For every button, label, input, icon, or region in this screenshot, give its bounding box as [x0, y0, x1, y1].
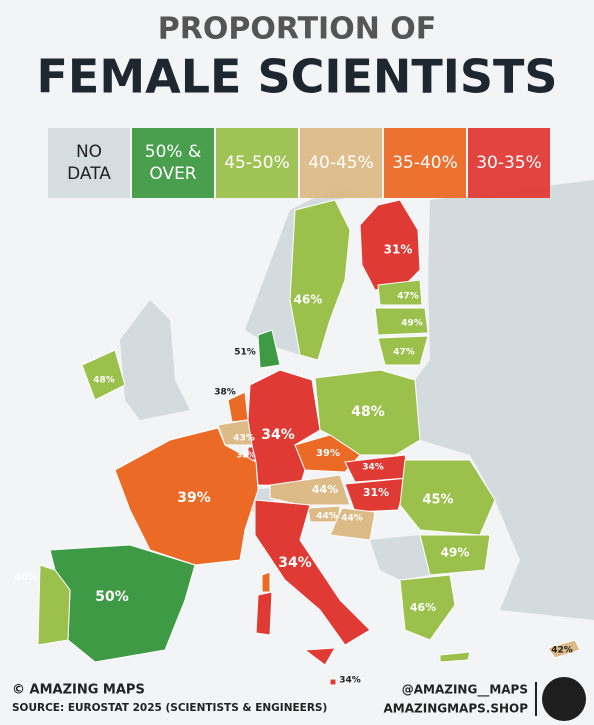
title-line2: FEMALE SCIENTISTS — [36, 50, 557, 104]
country-label: 45% — [422, 493, 453, 508]
country-label: 34% — [362, 463, 384, 473]
legend-box — [216, 128, 298, 198]
country — [303, 647, 336, 666]
country-label: 38% — [214, 388, 236, 398]
country — [81, 349, 126, 401]
country-label: 46% — [14, 572, 38, 583]
labels: 31% 46% 47% 49% 47% 51% 48% 38% 43% 35% 34% 48% 39% 3… — [14, 243, 573, 686]
country-label: 49% — [401, 319, 423, 329]
legend-label: DATA — [67, 164, 111, 184]
country — [37, 564, 71, 646]
country — [254, 499, 371, 646]
country-label: 34% — [339, 676, 361, 686]
country-label: 44% — [341, 514, 363, 524]
legend-box — [48, 128, 130, 198]
logo — [542, 677, 586, 721]
country-label: 31% — [384, 243, 413, 257]
country-label: 47% — [397, 292, 419, 302]
country — [439, 651, 471, 663]
country-label: 46% — [410, 601, 436, 614]
no-data-land — [120, 180, 594, 620]
country — [289, 199, 351, 361]
legend-label: 40-45% — [308, 153, 374, 173]
country — [377, 335, 429, 366]
legend-label: 30-35% — [476, 153, 542, 173]
country-label: 48% — [351, 404, 385, 420]
country — [329, 678, 337, 686]
legend-box — [132, 128, 214, 198]
legend-box — [384, 128, 466, 198]
country — [255, 591, 273, 636]
country — [344, 477, 409, 513]
country-label: 42% — [551, 646, 573, 656]
country-label: 31% — [363, 486, 389, 499]
source: SOURCE: EUROSTAT 2025 (SCIENTISTS & ENGI… — [12, 702, 327, 714]
legend-label: NO — [76, 142, 102, 162]
country — [547, 639, 581, 659]
country — [269, 474, 351, 506]
country — [114, 427, 259, 566]
title-line1: PROPORTION OF — [158, 12, 437, 47]
country — [419, 534, 491, 576]
country-label: 51% — [234, 348, 256, 358]
country-label: 34% — [278, 555, 312, 571]
country-label: 44% — [316, 512, 338, 522]
country-label: 50% — [95, 589, 129, 605]
country-label: 46% — [294, 293, 323, 307]
credit: © AMAZING MAPS — [12, 683, 145, 698]
legend-label: 50% & — [145, 142, 201, 162]
country-label: 43% — [233, 434, 255, 444]
country — [257, 329, 281, 369]
country — [374, 307, 429, 336]
legend-label: 45-50% — [224, 153, 290, 173]
country-label: 44% — [312, 483, 338, 496]
country-label: 47% — [393, 348, 415, 358]
country-label: 39% — [177, 490, 211, 506]
country — [377, 279, 423, 306]
handle: @AMAZING__MAPS — [402, 683, 528, 698]
regions — [37, 199, 581, 686]
country-label: 35% — [236, 451, 255, 460]
country-label: 49% — [441, 546, 470, 560]
country — [247, 369, 321, 487]
country-label: 48% — [93, 376, 115, 386]
legend-box — [468, 128, 550, 198]
legend-label: 35-40% — [392, 153, 458, 173]
legend-label: OVER — [149, 164, 196, 184]
country-label: 39% — [316, 448, 340, 459]
legend-box — [300, 128, 382, 198]
country — [261, 571, 271, 593]
shop: AMAZINGMAPS.SHOP — [384, 702, 529, 716]
country — [359, 199, 421, 291]
country — [329, 507, 376, 541]
country — [399, 574, 456, 641]
country-label: 34% — [261, 427, 295, 443]
country — [314, 369, 421, 456]
